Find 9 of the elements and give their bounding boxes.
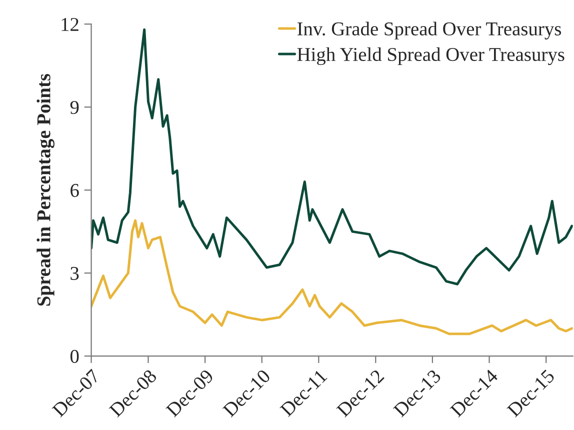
y-tick-label: 0 [70, 350, 79, 363]
y-axis-title: Spread in Percentage Points [36, 74, 54, 306]
legend-label: Inv. Grade Spread Over Treasurys [297, 22, 562, 40]
legend-label: High Yield Spread Over Treasurys [297, 47, 564, 66]
y-tick-label: 6 [70, 184, 79, 197]
y-tick-label: 12 [62, 18, 78, 31]
line-series [91, 219, 573, 336]
y-tick-label: 9 [70, 100, 79, 114]
y-tick-label: 3 [70, 266, 79, 280]
